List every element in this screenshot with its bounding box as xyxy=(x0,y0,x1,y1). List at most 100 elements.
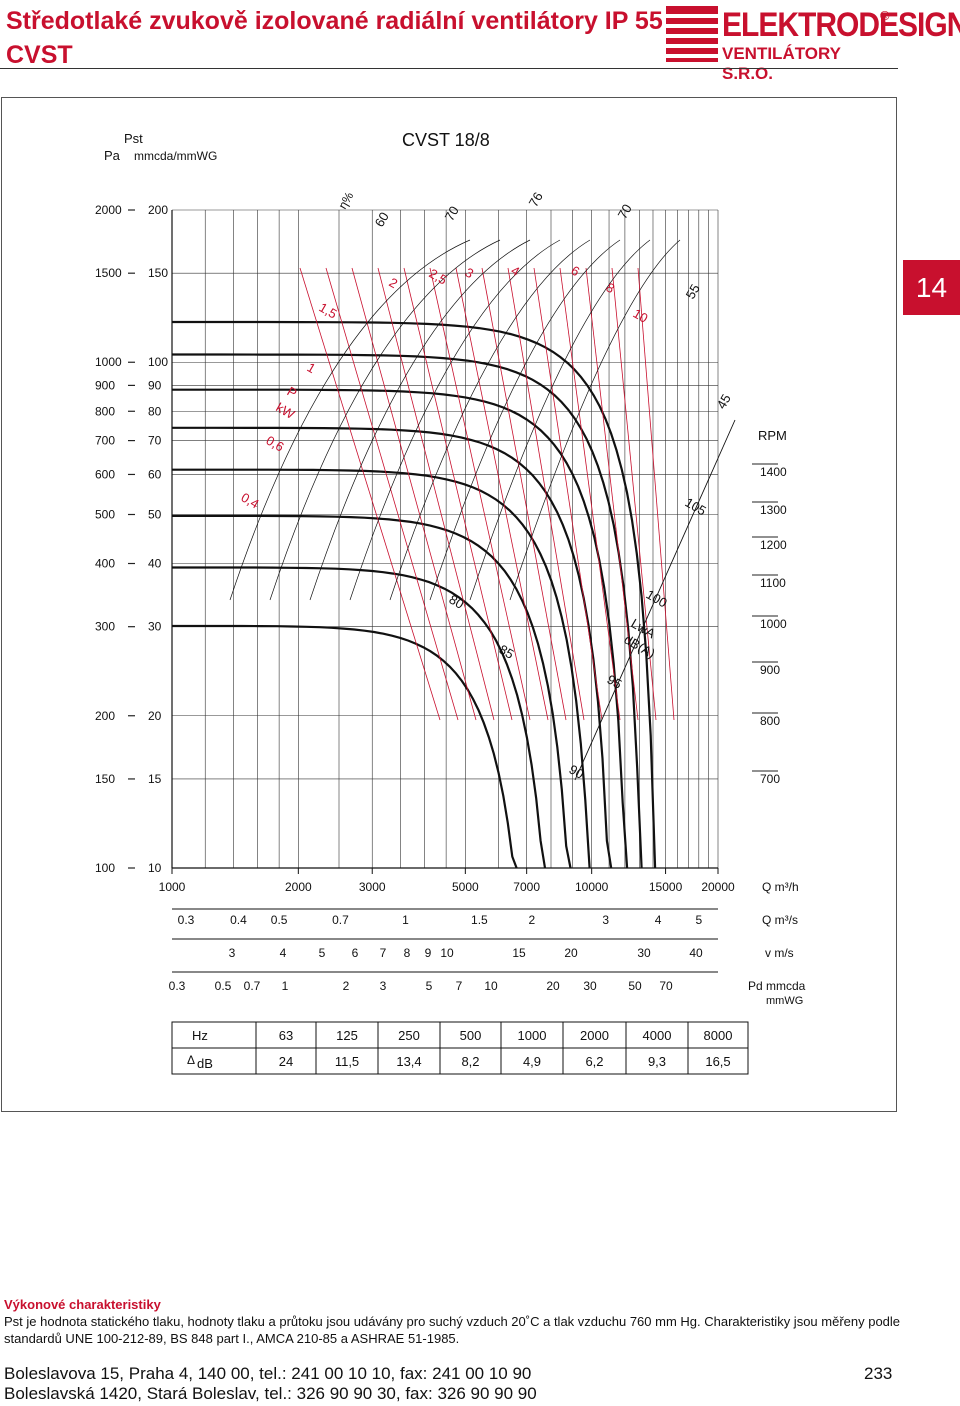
logo-mark-icon xyxy=(666,6,718,62)
attenuation-value: 13,4 xyxy=(396,1054,421,1069)
pa-tick-label: 700 xyxy=(95,434,115,448)
efficiency-label: 55 xyxy=(683,281,703,301)
section-title: Výkonové charakteristiky xyxy=(4,1297,161,1312)
efficiency-curve xyxy=(269,239,501,601)
efficiency-curve xyxy=(229,239,471,601)
mm-tick-label: 40 xyxy=(148,557,162,571)
efficiency-curve xyxy=(309,239,531,601)
power-line xyxy=(533,267,603,721)
registered-mark: ® xyxy=(880,8,890,23)
power-line xyxy=(377,267,495,721)
mm-tick-label: 80 xyxy=(148,404,162,418)
pa-tick-label: 400 xyxy=(95,557,115,571)
efficiency-curve xyxy=(469,239,651,601)
pa-tick-label: 300 xyxy=(95,620,115,634)
frequency-label: 1000 xyxy=(518,1028,547,1043)
frequency-label: 250 xyxy=(398,1028,420,1043)
pd-unit-label-2: mmWG xyxy=(766,995,803,1007)
rpm-tick-label: 1300 xyxy=(760,503,787,517)
power-line xyxy=(403,267,513,721)
qs-tick-label: 2 xyxy=(528,913,535,927)
power-line xyxy=(611,267,657,721)
v-tick-label: 40 xyxy=(689,946,703,960)
page-number: 233 xyxy=(864,1364,893,1383)
chart-grid xyxy=(128,209,778,1075)
pa-label: Pa xyxy=(104,148,121,163)
v-tick-label: 30 xyxy=(637,946,651,960)
power-label: 4 xyxy=(509,263,523,280)
qh-tick-label: 5000 xyxy=(452,880,479,894)
efficiency-curve xyxy=(509,239,681,601)
fan-curve-1200 xyxy=(172,388,629,869)
v-tick-label: 6 xyxy=(352,946,359,960)
fan-curve-1400 xyxy=(172,320,657,869)
v-tick-label: 5 xyxy=(319,946,326,960)
v-tick-label: 9 xyxy=(425,946,432,960)
power-line xyxy=(429,267,531,721)
mm-tick-label: 20 xyxy=(148,709,162,723)
frequency-label: 500 xyxy=(460,1028,482,1043)
db-label: dB xyxy=(197,1056,213,1071)
qs-unit-label: Q m³/s xyxy=(762,913,798,927)
qh-tick-label: 2000 xyxy=(285,880,312,894)
elektrodesign-logo: ELEKTRODESIGN VENTILÁTORY S.R.O. ® xyxy=(666,6,960,83)
fan-curve-700 xyxy=(172,624,518,869)
hz-label: Hz xyxy=(192,1028,208,1043)
pa-tick-label: 600 xyxy=(95,467,115,481)
attenuation-value: 8,2 xyxy=(461,1054,479,1069)
qs-tick-label: 0.4 xyxy=(230,913,247,927)
section-text: Pst je hodnota statického tlaku, hodnoty… xyxy=(4,1314,901,1346)
v-tick-label: 10 xyxy=(440,946,454,960)
v-tick-label: 3 xyxy=(229,946,236,960)
pa-tick-label: 2000 xyxy=(95,203,122,217)
pd-tick-label: 7 xyxy=(456,979,463,993)
pd-unit-label: Pd mmcda xyxy=(748,979,806,993)
pa-tick-label: 100 xyxy=(95,861,115,875)
qs-tick-label: 0.3 xyxy=(178,913,195,927)
footer-address-2: Boleslavská 1420, Stará Boleslav, tel.: … xyxy=(4,1384,537,1403)
qs-tick-label: 4 xyxy=(655,913,662,927)
rpm-tick-label: 1100 xyxy=(760,576,786,590)
pd-tick-label: 20 xyxy=(546,979,560,993)
power-line xyxy=(637,267,675,721)
frequency-label: 63 xyxy=(279,1028,293,1043)
mm-tick-label: 70 xyxy=(148,434,162,448)
pd-tick-label: 0.7 xyxy=(244,979,261,993)
v-tick-label: 20 xyxy=(564,946,578,960)
mm-tick-label: 50 xyxy=(148,507,162,521)
noise-label: 80 xyxy=(447,592,467,612)
power-label: 8 xyxy=(604,280,618,297)
pst-label: Pst xyxy=(124,131,143,146)
pa-tick-label: 1500 xyxy=(95,266,122,280)
frequency-label: 8000 xyxy=(704,1028,733,1043)
rpm-tick-label: 900 xyxy=(760,663,780,677)
efficiency-label: 45 xyxy=(714,391,734,411)
efficiency-label: 70 xyxy=(615,201,635,221)
mm-tick-label: 60 xyxy=(148,467,162,481)
qh-tick-label: 1000 xyxy=(159,880,186,894)
power-line xyxy=(351,267,477,721)
qh-tick-label: 15000 xyxy=(649,880,683,894)
header-rule xyxy=(0,68,898,69)
v-tick-label: 4 xyxy=(280,946,287,960)
noise-label: 85 xyxy=(497,642,517,662)
pa-tick-label: 200 xyxy=(95,709,115,723)
efficiency-label: 76 xyxy=(526,189,546,209)
title-line-1: Středotlaké zvukově izolované radiální v… xyxy=(6,7,663,35)
pa-tick-label: 500 xyxy=(95,507,115,521)
mm-tick-label: 150 xyxy=(148,266,168,280)
mm-tick-label: 10 xyxy=(148,861,162,875)
logo-name: ELEKTRODESIGN xyxy=(722,6,960,44)
power-line xyxy=(455,267,549,721)
power-line xyxy=(507,267,585,721)
mm-tick-label: 30 xyxy=(148,620,162,634)
pd-tick-label: 2 xyxy=(343,979,350,993)
rpm-tick-label: 700 xyxy=(760,772,780,786)
power-line xyxy=(559,267,621,721)
efficiency-curve xyxy=(429,239,621,601)
qs-tick-label: 1 xyxy=(402,913,409,927)
footer-address-1: Boleslavova 15, Praha 4, 140 00, tel.: 2… xyxy=(4,1364,532,1383)
mm-tick-label: 90 xyxy=(148,378,162,392)
